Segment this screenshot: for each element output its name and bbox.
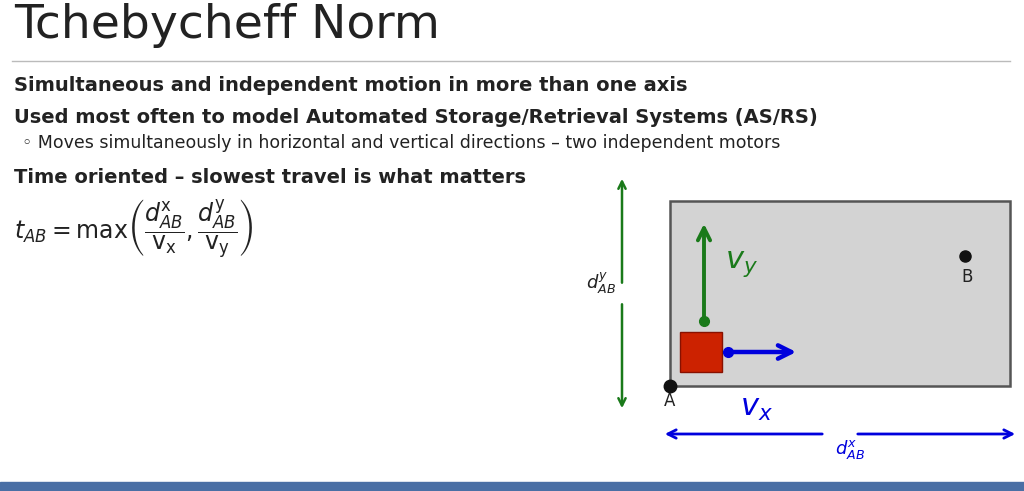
- Text: $\boldsymbol{v_x}$: $\boldsymbol{v_x}$: [740, 394, 773, 423]
- Text: Tchebycheff Norm: Tchebycheff Norm: [14, 3, 440, 48]
- Text: Time oriented – slowest travel is what matters: Time oriented – slowest travel is what m…: [14, 168, 526, 187]
- Text: B: B: [962, 268, 973, 286]
- Text: A: A: [665, 392, 676, 410]
- Text: Simultaneous and independent motion in more than one axis: Simultaneous and independent motion in m…: [14, 76, 687, 95]
- Text: Used most often to model Automated Storage/Retrieval Systems (AS/RS): Used most often to model Automated Stora…: [14, 108, 818, 127]
- Text: $t_{AB} = \mathrm{max}\left(\dfrac{d^{\mathrm{x}}_{AB}}{\mathrm{v_x}},\dfrac{d^{: $t_{AB} = \mathrm{max}\left(\dfrac{d^{\m…: [14, 198, 254, 261]
- Text: $d^{x}_{AB}$: $d^{x}_{AB}$: [835, 438, 865, 461]
- Bar: [680, 332, 722, 372]
- Text: ◦ Moves simultaneously in horizontal and vertical directions – two independent m: ◦ Moves simultaneously in horizontal and…: [22, 134, 780, 152]
- Bar: [0, 482, 1024, 491]
- Bar: [670, 201, 1010, 386]
- Text: $d^{y}_{AB}$: $d^{y}_{AB}$: [586, 271, 616, 296]
- Text: $\boldsymbol{v_y}$: $\boldsymbol{v_y}$: [725, 249, 758, 279]
